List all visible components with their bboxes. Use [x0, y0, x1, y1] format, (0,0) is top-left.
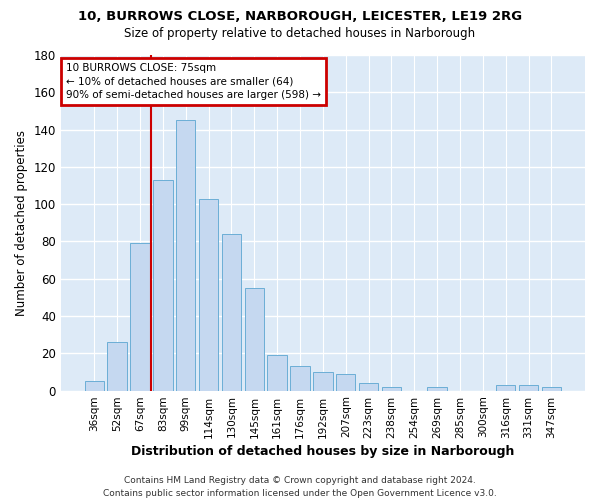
Bar	[359, 383, 379, 390]
Bar	[107, 342, 127, 390]
Bar	[382, 387, 401, 390]
Bar	[153, 180, 173, 390]
Bar	[176, 120, 196, 390]
Bar	[199, 198, 218, 390]
Bar	[85, 381, 104, 390]
Bar	[245, 288, 264, 390]
Bar	[290, 366, 310, 390]
Bar	[222, 234, 241, 390]
Bar	[542, 387, 561, 390]
Text: 10, BURROWS CLOSE, NARBOROUGH, LEICESTER, LE19 2RG: 10, BURROWS CLOSE, NARBOROUGH, LEICESTER…	[78, 10, 522, 23]
Text: 10 BURROWS CLOSE: 75sqm
← 10% of detached houses are smaller (64)
90% of semi-de: 10 BURROWS CLOSE: 75sqm ← 10% of detache…	[66, 64, 321, 100]
Bar	[313, 372, 332, 390]
Bar	[268, 355, 287, 390]
Bar	[427, 387, 447, 390]
Text: Contains HM Land Registry data © Crown copyright and database right 2024.
Contai: Contains HM Land Registry data © Crown c…	[103, 476, 497, 498]
Bar	[496, 385, 515, 390]
Bar	[130, 244, 150, 390]
Y-axis label: Number of detached properties: Number of detached properties	[15, 130, 28, 316]
Bar	[336, 374, 355, 390]
Text: Size of property relative to detached houses in Narborough: Size of property relative to detached ho…	[124, 28, 476, 40]
Bar	[519, 385, 538, 390]
X-axis label: Distribution of detached houses by size in Narborough: Distribution of detached houses by size …	[131, 444, 515, 458]
